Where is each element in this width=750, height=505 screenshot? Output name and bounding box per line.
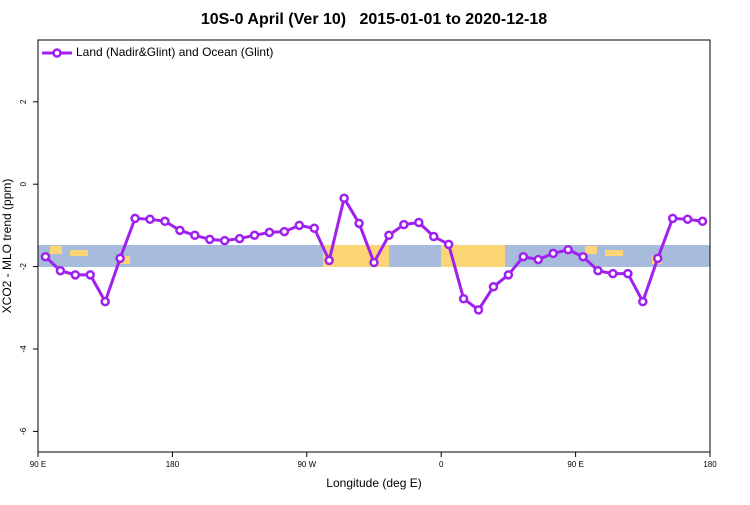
data-point (638, 296, 648, 307)
y-tick-label: 0 (19, 181, 28, 186)
data-point (548, 248, 558, 259)
data-point (518, 251, 529, 262)
data-point (623, 268, 633, 279)
x-axis-label: Longitude (deg E) (326, 476, 421, 490)
data-point (682, 214, 693, 224)
data-point (473, 305, 484, 315)
data-point (40, 251, 51, 262)
y-tick-label: 2 (19, 99, 28, 104)
data-point (563, 244, 573, 255)
land-patch (50, 246, 62, 254)
legend-marker (52, 48, 62, 58)
data-point (369, 257, 379, 268)
land-patch (585, 246, 597, 254)
y-axis-label: XCO2 - MLO trend (ppm) (0, 179, 14, 314)
data-point (145, 214, 155, 224)
data-point (204, 234, 215, 245)
data-point (115, 253, 125, 264)
x-tick-label: 180 (703, 460, 717, 469)
data-point (294, 220, 305, 231)
data-point (488, 282, 499, 292)
data-point (279, 226, 290, 237)
land-patch (605, 250, 623, 256)
data-point (414, 217, 424, 228)
x-tick-label: 90 W (297, 460, 316, 469)
data-point (264, 227, 275, 238)
data-point (339, 193, 349, 203)
land-patch (120, 256, 130, 264)
data-point (130, 213, 140, 224)
data-point (85, 270, 96, 280)
x-tick-label: 90 E (567, 460, 583, 469)
data-point (219, 235, 230, 246)
data-point (399, 219, 409, 230)
data-point (608, 268, 618, 279)
data-point (324, 255, 334, 266)
chart-title: 10S-0 April (Ver 10) 2015-01-01 to 2020-… (201, 11, 547, 28)
data-point (70, 270, 81, 280)
data-point (100, 296, 110, 307)
data-point (384, 230, 394, 241)
data-point (234, 233, 245, 244)
data-point (190, 230, 200, 241)
data-point (160, 216, 170, 227)
data-point (593, 265, 603, 276)
data-point (175, 225, 185, 236)
data-point (309, 223, 320, 234)
plot-frame (37, 39, 711, 453)
x-tick-label: 0 (439, 460, 444, 469)
data-point (443, 239, 454, 250)
y-tick-label: -2 (19, 262, 28, 270)
data-point (249, 230, 260, 241)
legend-label: Land (Nadir&Glint) and Ocean (Glint) (76, 45, 273, 59)
data-point (697, 216, 708, 227)
data-point (428, 231, 439, 242)
land-patch (70, 250, 88, 256)
y-tick-label: -6 (19, 427, 28, 435)
data-point (503, 270, 514, 280)
data-point (354, 218, 364, 229)
y-tick-label: -4 (19, 345, 28, 353)
land-patch (441, 245, 505, 267)
x-tick-label: 180 (166, 460, 180, 469)
data-point (578, 251, 588, 262)
data-point (652, 253, 663, 264)
data-point (55, 265, 66, 276)
x-tick-label: 90 E (30, 460, 46, 469)
data-point (667, 213, 678, 224)
data-point (458, 293, 469, 304)
data-point (533, 254, 544, 265)
